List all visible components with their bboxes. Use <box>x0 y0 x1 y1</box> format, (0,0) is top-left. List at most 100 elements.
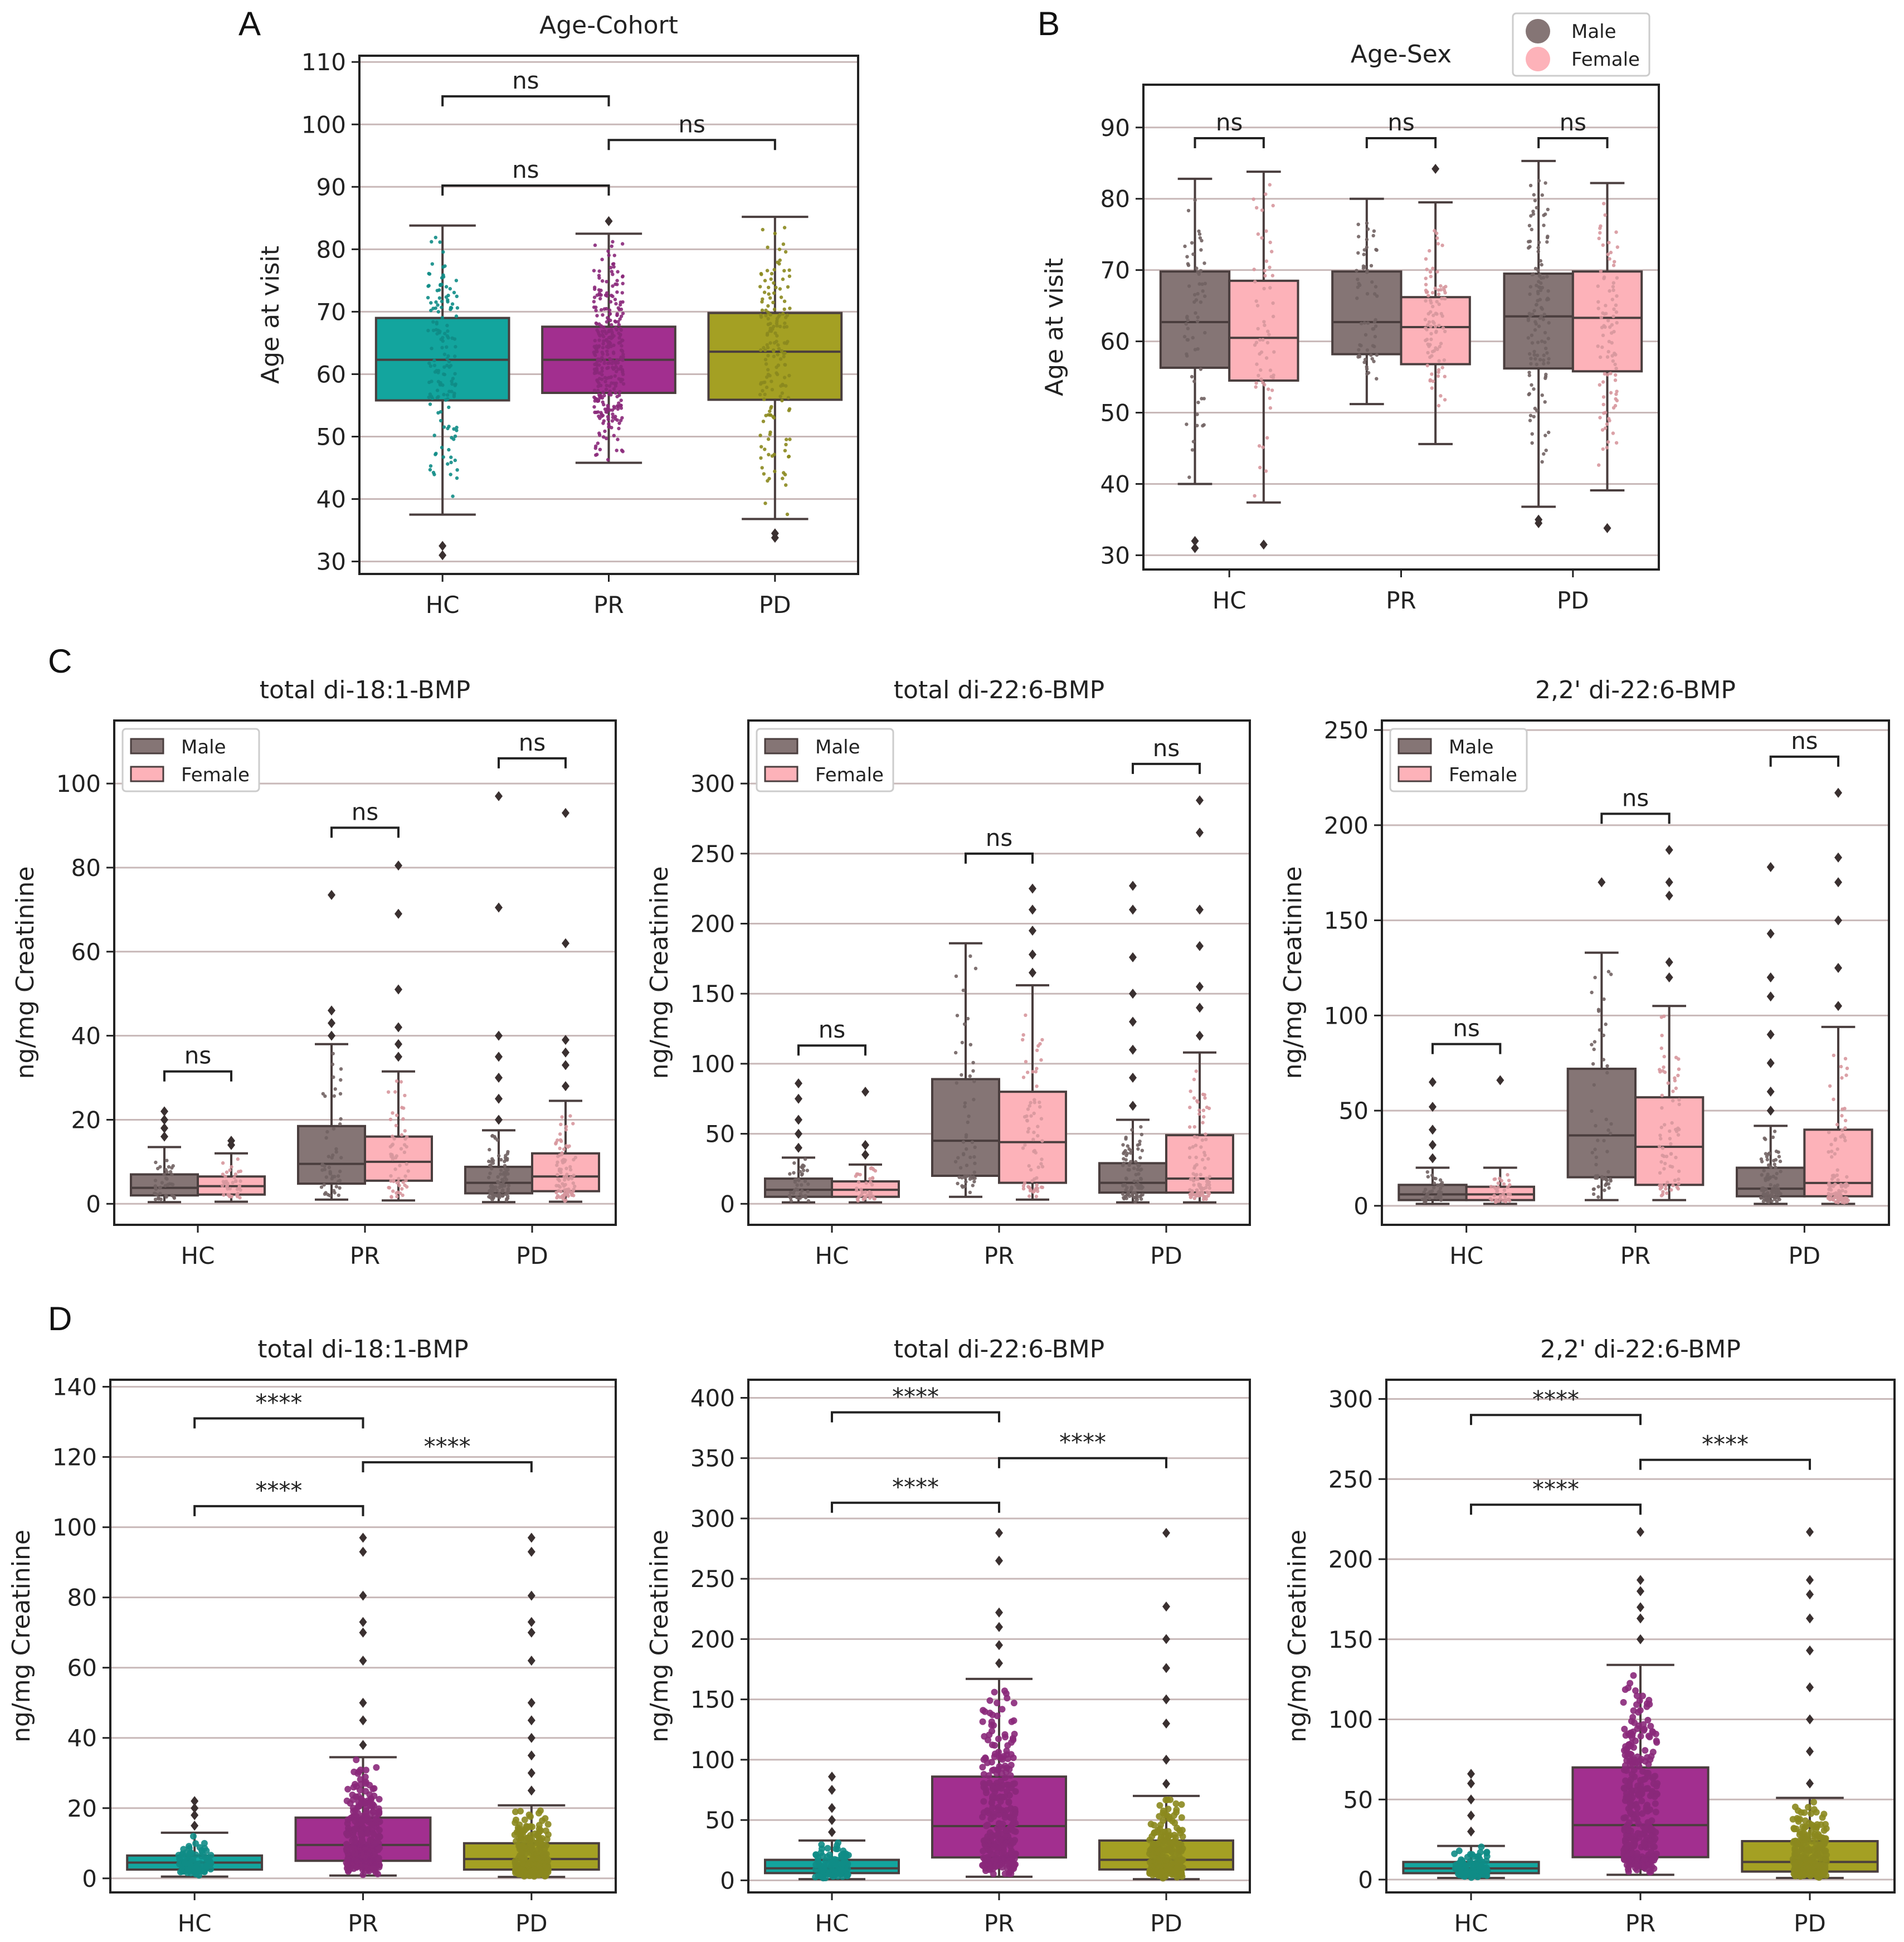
strip-point <box>782 354 786 359</box>
strip-point <box>571 1122 575 1126</box>
strip-point <box>1027 1164 1031 1168</box>
significance-label: **** <box>1702 1430 1749 1458</box>
strip-point <box>447 359 451 364</box>
flier-point <box>828 1785 836 1795</box>
strip-point <box>768 341 772 345</box>
strip-point <box>397 1184 401 1187</box>
strip-point <box>1438 1178 1443 1182</box>
strip-point <box>983 1854 991 1861</box>
y-tick-label: 250 <box>1324 717 1369 744</box>
strip-point <box>1535 362 1538 367</box>
strip-point <box>504 1177 509 1182</box>
strip-point <box>1601 333 1605 337</box>
strip-point <box>1259 350 1264 354</box>
strip-point <box>565 1172 569 1176</box>
strip-point <box>597 344 601 348</box>
strip-point <box>1265 436 1269 440</box>
x-tick-label: HC <box>426 591 460 619</box>
strip-point <box>1676 1073 1680 1078</box>
strip-point <box>527 1843 534 1850</box>
strip-point <box>1843 1138 1847 1142</box>
flier-point <box>1766 928 1775 939</box>
strip-point <box>986 1731 993 1739</box>
strip-point <box>773 469 777 474</box>
y-tick-label: 70 <box>1100 257 1130 284</box>
strip-point <box>1478 1843 1485 1851</box>
strip-point <box>970 1140 975 1144</box>
strip-point <box>1202 1115 1206 1119</box>
strip-point <box>766 322 771 327</box>
flier-point <box>495 1114 503 1125</box>
strip-point <box>1659 1160 1663 1164</box>
strip-point <box>1027 1127 1031 1131</box>
strip-point <box>501 1172 505 1176</box>
strip-point <box>772 354 776 358</box>
strip-point <box>973 1176 977 1180</box>
strip-point <box>440 345 444 349</box>
box-pr-male <box>931 942 1000 1198</box>
strip-point <box>1010 1700 1017 1707</box>
strip-point <box>346 1852 353 1860</box>
strip-point <box>1502 1182 1506 1186</box>
strip-point <box>355 1799 362 1806</box>
flier-point <box>1129 880 1137 891</box>
strip-point <box>175 1852 182 1859</box>
strip-point <box>594 309 598 313</box>
strip-point <box>613 384 618 388</box>
strip-point <box>391 1135 395 1138</box>
strip-point <box>1008 1718 1015 1725</box>
flier-point <box>1766 972 1775 983</box>
strip-point <box>621 274 625 278</box>
strip-point <box>1452 1861 1459 1868</box>
strip-point <box>1028 1104 1032 1108</box>
strip-point <box>1545 351 1549 355</box>
strip-point <box>613 374 617 378</box>
strip-point <box>1356 285 1360 289</box>
strip-point <box>428 364 433 368</box>
strip-point <box>1542 313 1546 317</box>
y-tick-label: 20 <box>71 1106 101 1133</box>
strip-point <box>1254 299 1258 303</box>
strip-point <box>1766 1191 1770 1195</box>
strip-point <box>600 414 604 418</box>
strip-point <box>1191 252 1195 256</box>
strip-point <box>234 1179 238 1183</box>
flier-point <box>495 1093 503 1104</box>
strip-point <box>452 427 456 431</box>
strip-point <box>759 348 763 352</box>
strip-point <box>840 1860 847 1867</box>
strip-point <box>1843 1126 1847 1130</box>
strip-point <box>1262 320 1266 324</box>
strip-point <box>1467 1858 1474 1865</box>
x-tick-label: HC <box>815 1910 849 1937</box>
strip-point <box>1635 1792 1643 1799</box>
strip-point <box>1420 1198 1425 1201</box>
strip-point <box>609 266 613 270</box>
strip-point <box>354 1858 362 1866</box>
strip-point <box>967 1114 971 1118</box>
flier-point <box>359 1532 367 1543</box>
strip-point <box>1428 379 1432 383</box>
flier-point <box>1429 1125 1436 1135</box>
strip-point <box>1606 1128 1610 1132</box>
strip-point <box>600 373 604 377</box>
strip-point <box>972 1180 976 1184</box>
strip-point <box>323 1192 327 1196</box>
strip-point <box>1031 1070 1035 1074</box>
box-hc <box>764 1771 900 1882</box>
strip-point <box>768 413 772 417</box>
strip-point <box>568 1114 572 1118</box>
strip-point <box>1425 1193 1429 1197</box>
strip-point <box>1029 1114 1033 1118</box>
strip-point <box>1021 1075 1026 1079</box>
strip-point <box>373 1764 380 1771</box>
strip-point <box>518 1849 525 1856</box>
strip-point <box>431 320 435 324</box>
flier-point <box>359 1546 367 1557</box>
strip-point <box>1527 312 1531 315</box>
flier-point <box>359 1617 367 1627</box>
strip-point <box>1167 1867 1174 1874</box>
strip-point <box>1372 229 1376 233</box>
strip-point <box>1424 326 1428 330</box>
strip-point <box>1188 1146 1192 1150</box>
